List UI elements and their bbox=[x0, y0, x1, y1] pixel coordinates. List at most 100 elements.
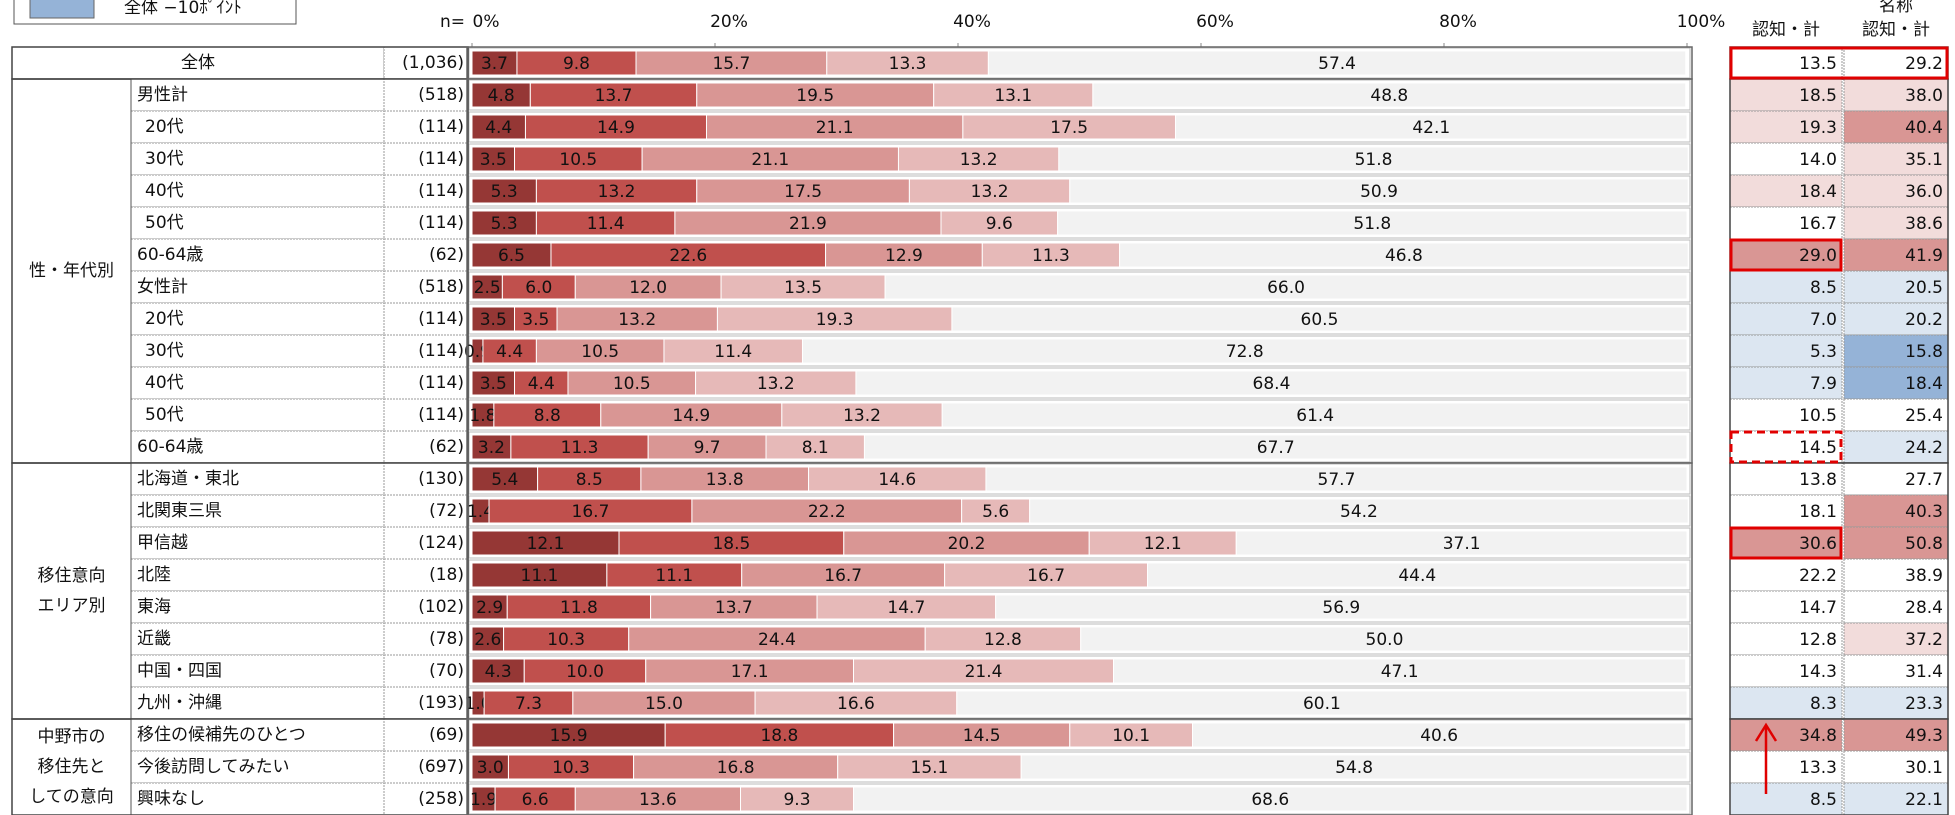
stat-cell bbox=[1729, 46, 1843, 80]
bar-value-label: 13.2 bbox=[843, 406, 881, 426]
n-label: (114) bbox=[418, 373, 464, 393]
bar-value-label: 6.6 bbox=[522, 790, 549, 810]
stat-cell bbox=[1843, 46, 1949, 80]
bar-segment bbox=[816, 594, 997, 620]
x-tick-label: 0% bbox=[473, 12, 500, 32]
stat-cell bbox=[1729, 334, 1843, 368]
bar-value-label: 12.8 bbox=[984, 630, 1022, 650]
n-cell bbox=[383, 398, 469, 432]
bar-segment bbox=[471, 754, 509, 780]
bar-segment bbox=[628, 626, 926, 652]
group-label: 移住先と bbox=[38, 757, 106, 777]
bar-value-label: 12.0 bbox=[629, 278, 667, 298]
bar-value-label: 14.9 bbox=[597, 118, 635, 138]
stat-value: 12.8 bbox=[1799, 630, 1837, 650]
bar-value-label: 20.2 bbox=[948, 534, 986, 554]
stat-value: 22.2 bbox=[1799, 566, 1837, 586]
stat-value: 14.3 bbox=[1799, 662, 1837, 682]
stat-value: 13.8 bbox=[1799, 470, 1837, 490]
row-label: 20代 bbox=[145, 309, 184, 329]
bar-value-label: 10.3 bbox=[547, 630, 585, 650]
bar-segment bbox=[510, 434, 649, 460]
bar-value-label: 13.3 bbox=[889, 54, 927, 74]
n-cell bbox=[383, 366, 469, 400]
stat-value: 13.5 bbox=[1799, 54, 1837, 74]
stat-cell bbox=[1729, 302, 1843, 336]
n-label: (114) bbox=[418, 149, 464, 169]
label-cell bbox=[130, 78, 385, 112]
bar-segment bbox=[825, 242, 983, 268]
bar-value-label: 2.5 bbox=[474, 278, 501, 298]
bar-value-label: 10.5 bbox=[581, 342, 619, 362]
bar-value-label: 16.6 bbox=[837, 694, 875, 714]
bar-value-label: 9.3 bbox=[783, 790, 810, 810]
n-label: (114) bbox=[418, 309, 464, 329]
bar-value-label: 42.1 bbox=[1412, 118, 1450, 138]
bar-value-label: 15.1 bbox=[911, 758, 949, 778]
bar-segment bbox=[471, 306, 516, 332]
bar-value-label: 8.1 bbox=[802, 438, 829, 458]
bar-value-label: 11.1 bbox=[521, 566, 559, 586]
group-border bbox=[466, 718, 1693, 815]
bar-value-label: 14.6 bbox=[878, 470, 916, 490]
label-cell bbox=[130, 110, 385, 144]
stat-cell bbox=[1843, 174, 1949, 208]
stat-value: 13.3 bbox=[1799, 758, 1837, 778]
x-tick-label: 80% bbox=[1439, 12, 1477, 32]
bar-segment bbox=[1057, 210, 1688, 236]
bar-segment bbox=[1058, 146, 1689, 172]
bar-value-label: 22.2 bbox=[808, 502, 846, 522]
row-label: 興味なし bbox=[137, 789, 205, 809]
n-label: (1,036) bbox=[402, 53, 464, 73]
bar-segment bbox=[537, 466, 642, 492]
bar-value-label: 13.7 bbox=[715, 598, 753, 618]
n-label: (124) bbox=[418, 533, 464, 553]
bar-segment bbox=[1092, 82, 1687, 108]
bar-segment bbox=[843, 530, 1090, 556]
stat-value: 24.2 bbox=[1905, 438, 1943, 458]
bar-segment bbox=[471, 274, 503, 300]
bar-segment bbox=[503, 626, 630, 652]
group-border bbox=[11, 718, 469, 815]
bar-segment bbox=[471, 658, 525, 684]
row-label: 全体 bbox=[181, 53, 215, 73]
row-label: 移住の候補先のひとつ bbox=[137, 725, 306, 745]
stat-cell bbox=[1729, 366, 1843, 400]
stat-cell bbox=[1729, 750, 1843, 784]
bar-segment bbox=[754, 690, 958, 716]
stat-value: 25.4 bbox=[1905, 406, 1943, 426]
bar-value-label: 16.7 bbox=[1027, 566, 1065, 586]
stat-value: 5.3 bbox=[1810, 342, 1837, 362]
row-label: 甲信越 bbox=[137, 533, 188, 553]
stat-value: 28.4 bbox=[1905, 598, 1943, 618]
stat-value: 30.6 bbox=[1799, 534, 1837, 554]
bar-value-label: 61.4 bbox=[1296, 406, 1334, 426]
n-cell bbox=[383, 718, 469, 752]
col2-header-top: 名称 bbox=[1879, 0, 1913, 16]
bar-segment bbox=[740, 786, 855, 812]
bar-segment bbox=[696, 178, 910, 204]
bar-segment bbox=[471, 210, 537, 236]
bar-segment bbox=[951, 306, 1688, 332]
bar-value-label: 18.5 bbox=[712, 534, 750, 554]
n-label: (72) bbox=[429, 501, 464, 521]
x-tick-label: 60% bbox=[1196, 12, 1234, 32]
bar-value-label: 10.1 bbox=[1112, 726, 1150, 746]
n-label: (78) bbox=[429, 629, 464, 649]
bar-value-label: 40.6 bbox=[1420, 726, 1458, 746]
bar-segment bbox=[696, 82, 935, 108]
bar-value-label: 19.3 bbox=[816, 310, 854, 330]
bar-value-label: 11.8 bbox=[560, 598, 598, 618]
n-cell bbox=[383, 526, 469, 560]
bar-value-label: 12.1 bbox=[527, 534, 565, 554]
bar-value-label: 5.6 bbox=[982, 502, 1009, 522]
n-cell bbox=[383, 206, 469, 240]
bar-segment bbox=[940, 210, 1059, 236]
stat-value: 18.5 bbox=[1799, 86, 1837, 106]
bar-value-label: 14.7 bbox=[887, 598, 925, 618]
stat-value: 30.1 bbox=[1905, 758, 1943, 778]
bar-value-label: 19.5 bbox=[796, 86, 834, 106]
bar-segment bbox=[1080, 626, 1689, 652]
bar-value-label: 46.8 bbox=[1385, 246, 1423, 266]
